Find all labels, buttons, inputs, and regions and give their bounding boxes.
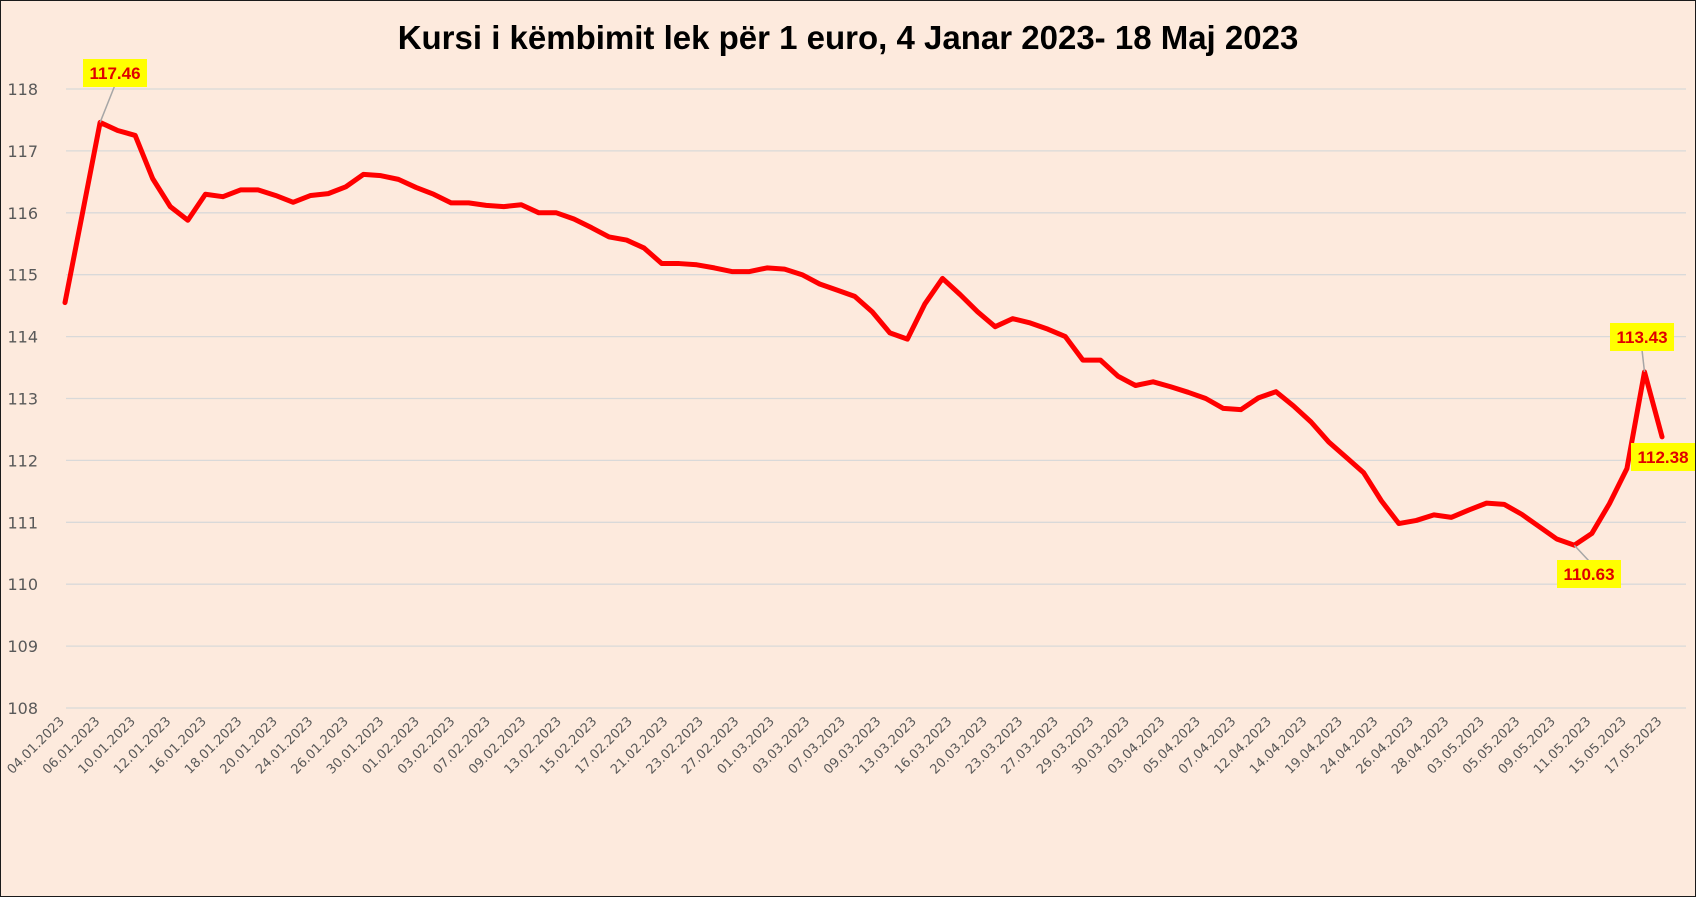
y-tick-label: 112 (7, 451, 38, 470)
callout-box (1610, 323, 1674, 351)
data-label: 117.46 (89, 64, 140, 83)
y-tick-label: 110 (7, 575, 38, 594)
y-tick-label: 109 (7, 637, 38, 656)
y-tick-label: 111 (7, 513, 38, 532)
chart-title: Kursi i këmbimit lek për 1 euro, 4 Janar… (397, 19, 1299, 56)
y-tick-label: 108 (7, 699, 38, 718)
series-line (62, 119, 1665, 548)
y-tick-label: 116 (7, 204, 38, 223)
series-line-group (62, 119, 1665, 548)
x-axis-ticks: 04.01.202306.01.202310.01.202312.01.2023… (5, 714, 1666, 777)
callout-leader-line (1573, 544, 1590, 562)
y-axis-ticks: 108 109 110 111 112 113 114 115 116 117 118 (7, 80, 38, 718)
y-tick-label: 113 (7, 390, 38, 409)
callout-leader-line (99, 84, 116, 123)
y-tick-label: 118 (7, 80, 38, 99)
data-callouts: 117.46 110.63 113.43 112.38 (83, 59, 1695, 588)
data-label: 112.38 (1637, 448, 1688, 467)
callout-box (83, 59, 147, 87)
gridlines (66, 88, 1686, 709)
y-tick-label: 117 (7, 142, 38, 161)
callout-leader-line (1641, 349, 1646, 372)
data-label: 110.63 (1563, 565, 1614, 584)
y-tick-label: 115 (7, 266, 38, 285)
callout-box (1631, 443, 1695, 471)
y-tick-label: 114 (7, 328, 38, 347)
callout-box (1557, 560, 1621, 588)
data-label: 113.43 (1616, 328, 1667, 347)
